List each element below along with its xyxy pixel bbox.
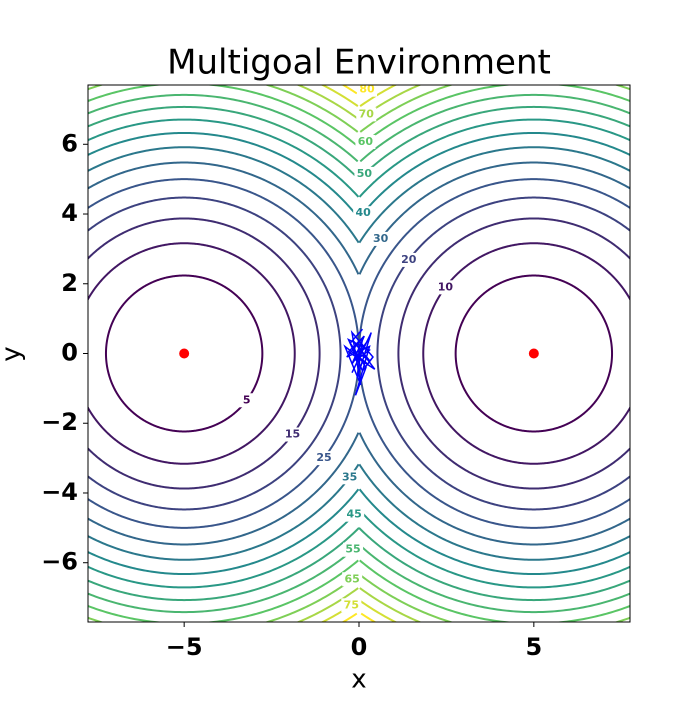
contour-label: 15	[285, 428, 300, 441]
contour-line	[358, 161, 630, 546]
contour-label: 80	[359, 83, 375, 96]
contour-label: 30	[373, 232, 389, 245]
x-tick-label: −5	[166, 633, 203, 661]
contour-label: 40	[356, 206, 372, 219]
contour-line	[88, 242, 296, 465]
x-tick-label: 5	[525, 633, 542, 661]
contour-label: 5	[243, 393, 251, 406]
contour-line	[88, 178, 360, 529]
contour-label-bg	[314, 451, 335, 466]
contour-label: 10	[438, 280, 454, 293]
contour-line	[358, 118, 630, 589]
contour-label: 70	[359, 107, 375, 120]
y-tick-label: −6	[41, 548, 78, 576]
contour-line	[88, 146, 360, 561]
contour-label: 20	[401, 253, 417, 266]
contour-label-bg	[354, 166, 375, 181]
contour-label: 75	[344, 598, 359, 611]
y-tick-label: −2	[41, 408, 78, 436]
y-tick-label: 6	[61, 129, 78, 157]
contour-label-bg	[282, 427, 303, 442]
y-tick-label: 0	[61, 339, 78, 367]
contour-label-bg	[236, 393, 257, 408]
goal-point	[179, 348, 190, 359]
contour-line	[88, 118, 360, 589]
contour-line	[422, 242, 630, 465]
contour-label-bg	[343, 542, 364, 557]
contour-label: 55	[345, 543, 360, 556]
contour-label: 25	[316, 451, 331, 464]
contour-line	[376, 196, 630, 511]
contour-line	[88, 196, 342, 511]
contour-line	[88, 93, 359, 614]
goal-point	[528, 348, 539, 359]
contour-line	[104, 274, 264, 433]
contour-label-bg	[341, 598, 362, 613]
y-tick-label: 4	[61, 199, 78, 227]
contour-line	[358, 146, 630, 561]
contour-label-bg	[357, 85, 378, 97]
contour-line	[359, 93, 630, 614]
contour-label: 45	[347, 508, 362, 521]
contour-label: 60	[358, 135, 374, 148]
contour-label-bg	[355, 134, 376, 149]
contour-label-bg	[342, 572, 363, 587]
trajectory	[347, 332, 376, 379]
contour-line	[88, 217, 321, 490]
y-tick-label: 2	[61, 269, 78, 297]
contour-line	[88, 161, 360, 546]
trajectory	[346, 328, 371, 396]
chart-title: Multigoal Environment	[167, 43, 551, 83]
x-tick-label: 0	[351, 633, 368, 661]
contour-line	[358, 131, 630, 576]
contour-line	[358, 105, 630, 602]
contour-label-bg	[353, 206, 374, 221]
contour-label-bg	[339, 470, 360, 485]
contour-label: 35	[342, 470, 357, 483]
contour-line	[88, 131, 360, 576]
contour-label-bg	[356, 107, 377, 122]
contour-line	[88, 105, 360, 602]
contour-line	[454, 274, 614, 433]
contour-label: 50	[357, 167, 373, 180]
contour-label-bg	[344, 507, 365, 522]
plot-area: 5 10 15 20 25 30 35 40 45 50 55 60 65 70 75 80	[88, 83, 630, 622]
x-axis-label: x	[351, 665, 366, 695]
contour-line	[359, 85, 630, 622]
y-axis-label: y	[0, 346, 27, 361]
contour-label: 65	[344, 572, 359, 585]
contour-label-bg	[435, 280, 456, 295]
contour-label-bg	[370, 231, 391, 246]
contour-line	[397, 217, 630, 490]
contour-label-bg	[398, 252, 419, 267]
y-tick-label: −4	[41, 478, 78, 506]
